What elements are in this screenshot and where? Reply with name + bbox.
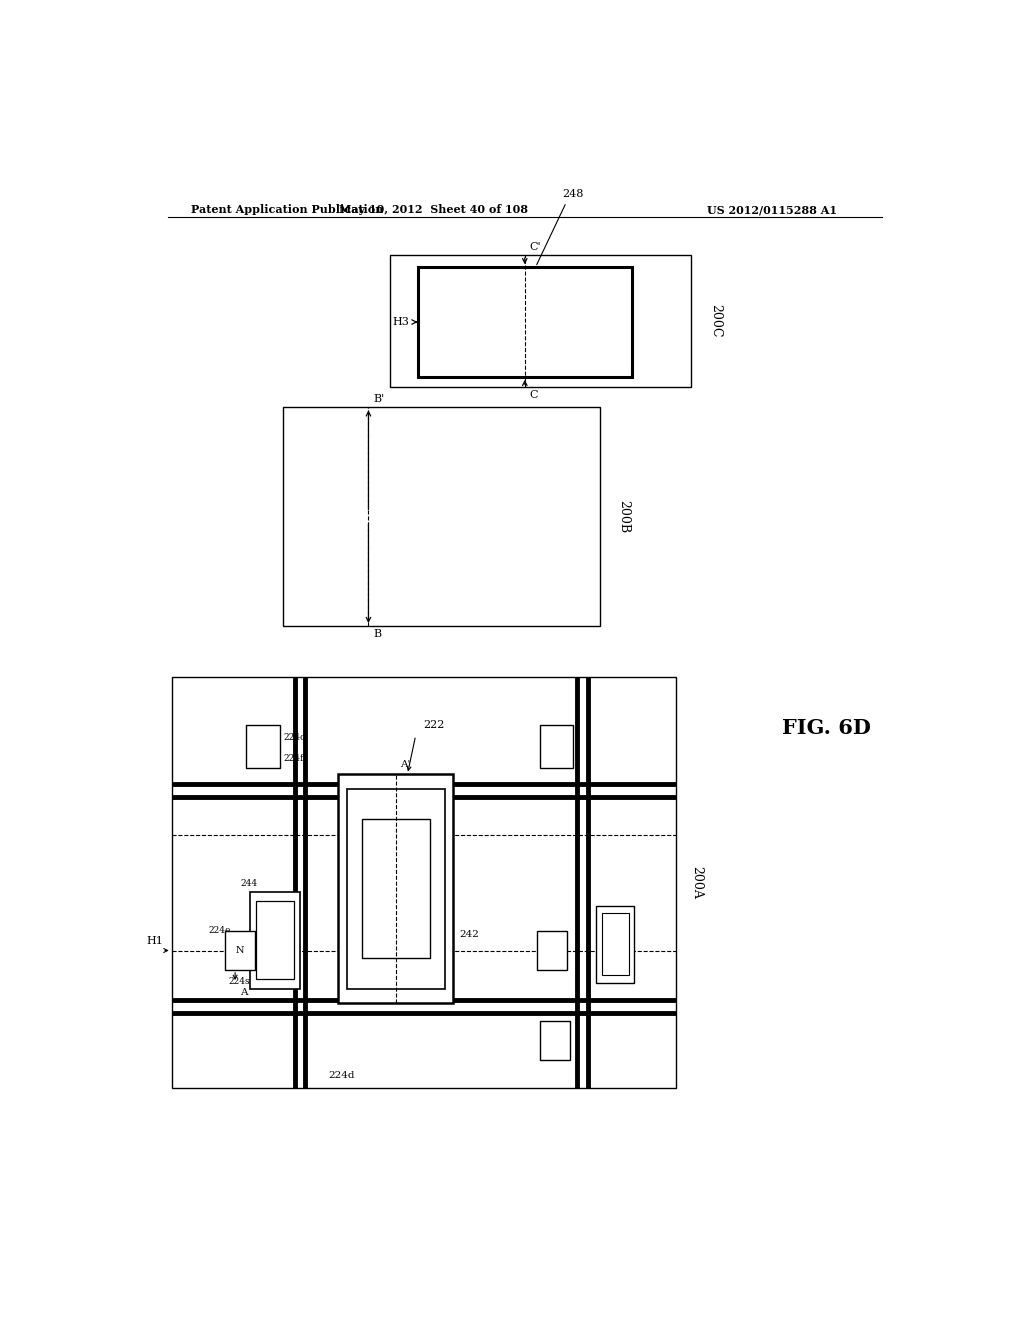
Text: 244: 244 — [241, 879, 257, 888]
Text: B: B — [373, 630, 381, 639]
Text: 224s: 224s — [228, 977, 251, 986]
Bar — [283, 408, 600, 626]
Bar — [347, 788, 444, 989]
Text: 224c: 224c — [284, 733, 305, 742]
Text: FIG. 6D: FIG. 6D — [782, 718, 870, 738]
Bar — [596, 907, 634, 982]
Text: Patent Application Publication: Patent Application Publication — [191, 205, 384, 215]
Text: 242: 242 — [460, 931, 479, 939]
Text: 222: 222 — [424, 721, 445, 730]
Bar — [418, 267, 632, 378]
Text: 224d: 224d — [328, 1072, 354, 1080]
Text: A': A' — [399, 760, 411, 770]
Bar — [537, 931, 567, 970]
Text: 224f: 224f — [284, 755, 304, 763]
Text: H1: H1 — [433, 906, 449, 915]
Text: 200A: 200A — [690, 866, 702, 899]
Bar — [250, 892, 300, 989]
Text: US 2012/0115288 A1: US 2012/0115288 A1 — [708, 205, 838, 215]
Text: A: A — [240, 989, 247, 997]
Bar — [256, 902, 294, 979]
Bar — [362, 820, 430, 958]
Text: 248: 248 — [562, 189, 584, 199]
Bar — [338, 775, 454, 1003]
Text: H3: H3 — [392, 317, 410, 327]
Bar — [172, 677, 676, 1089]
Text: C': C' — [529, 242, 542, 252]
Text: May 10, 2012  Sheet 40 of 108: May 10, 2012 Sheet 40 of 108 — [339, 205, 528, 215]
Text: B': B' — [373, 395, 384, 404]
Text: 200B: 200B — [617, 500, 631, 533]
Text: C: C — [529, 391, 538, 400]
Bar — [224, 931, 255, 970]
Text: H1: H1 — [146, 936, 163, 946]
Text: 200C: 200C — [709, 305, 722, 338]
Bar — [246, 725, 280, 767]
Bar — [390, 255, 691, 387]
Text: 224e: 224e — [208, 925, 230, 935]
Bar — [540, 1022, 569, 1060]
Bar — [540, 725, 572, 767]
Bar — [602, 913, 629, 975]
Text: N: N — [236, 946, 244, 954]
